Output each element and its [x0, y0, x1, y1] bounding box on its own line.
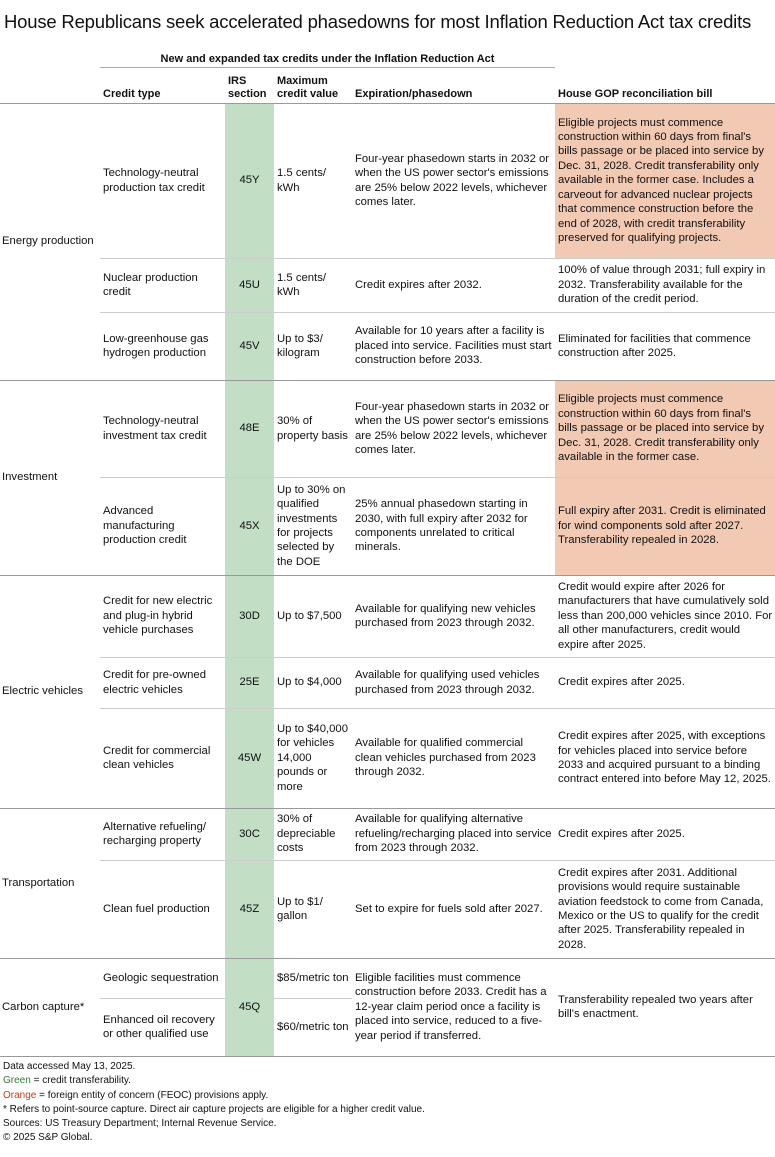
max-credit-value: 30% of depreciable costs [274, 808, 352, 861]
table-row: Electric vehicles Credit for new electric… [0, 575, 775, 809]
table-row: Low-greenhouse gas hydrogen production 45… [0, 312, 775, 381]
group-label: Investment [0, 380, 100, 576]
header-gop-bill: House GOP reconciliation bill [555, 71, 775, 104]
table-row: Carbon capture* Geologic sequestration 45Q… [0, 958, 775, 1057]
gop-bill: Transferability repealed two years after… [555, 958, 775, 1057]
max-credit-value: 30% of property basis [274, 380, 352, 478]
gop-bill: Eliminated for facilities that commence … [555, 312, 775, 381]
footnotes: Data accessed May 13, 2025. Green = cred… [3, 1060, 425, 1146]
header-credit-type: Credit type [100, 71, 225, 104]
max-credit-value: Up to $3/ kilogram [274, 312, 352, 381]
expiration: Set to expire for fuels sold after 2027. [352, 860, 555, 959]
legend-orange-text: = foreign entity of concern (FEOC) provi… [36, 1089, 269, 1101]
table-row: Enhanced oil recovery or other qualified… [0, 998, 775, 1057]
header-max-value: Maximum credit value [274, 71, 352, 104]
table-row: Nuclear production credit 45U 1.5 cents/ k… [0, 258, 775, 313]
tax-credits-table: Credit type IRS section Maximum credit v… [0, 71, 775, 1057]
group-label: Electric vehicles [0, 575, 100, 809]
table-row: Advanced manufacturing production credit… [0, 477, 775, 576]
max-credit-value: Up to $7,500 [274, 575, 352, 658]
credit-type: Clean fuel production [100, 860, 225, 959]
credit-type: Technology-neutral investment tax credit [100, 380, 225, 478]
max-credit-value: Up to $4,000 [274, 657, 352, 709]
credit-type: Nuclear production credit [100, 258, 225, 313]
gop-bill: Credit expires after 2025. [555, 808, 775, 861]
expiration: Four-year phasedown starts in 2032 or wh… [352, 103, 555, 259]
header-row: Credit type IRS section Maximum credit v… [0, 71, 775, 104]
header-group [0, 71, 100, 104]
legend-orange: Orange [3, 1089, 37, 1101]
expiration: Available for qualified commercial clean… [352, 708, 555, 809]
expiration: Available for qualifying used vehicles p… [352, 657, 555, 709]
irs-section: 45Z [225, 860, 274, 959]
header-irs-section: IRS section [225, 71, 274, 104]
expiration: Available for 10 years after a facility … [352, 312, 555, 381]
gop-bill: Credit would expire after 2026 for manuf… [555, 575, 775, 658]
footnote-copyright: © 2025 S&P Global. [3, 1132, 93, 1144]
expiration: 25% annual phasedown starting in 2030, w… [352, 477, 555, 576]
group-label: Carbon capture* [0, 958, 100, 1057]
credit-type: Advanced manufacturing production credit [100, 477, 225, 576]
expiration: Available for qualifying new vehicles pu… [352, 575, 555, 658]
table-row: Credit for commercial clean vehicles 45W U… [0, 708, 775, 809]
gop-bill: Credit expires after 2025, with exceptio… [555, 708, 775, 809]
gop-bill: Full expiry after 2031. Credit is elimin… [555, 477, 775, 576]
table-supheader: New and expanded tax credits under the I… [100, 53, 555, 68]
irs-section: 48E [225, 380, 274, 478]
max-credit-value: Up to $1/ gallon [274, 860, 352, 959]
credit-type: Low-greenhouse gas hydrogen production [100, 312, 225, 381]
irs-section: 45X [225, 477, 274, 576]
expiration: Available for qualifying alternative ref… [352, 808, 555, 861]
gop-bill: Credit expires after 2025. [555, 657, 775, 709]
irs-section: 45Q [225, 958, 274, 1057]
gop-bill: Credit expires after 2031. Additional pr… [555, 860, 775, 959]
irs-section: 25E [225, 657, 274, 709]
table-row: Transportation Alternative refueling/ rec… [0, 808, 775, 959]
group-label: Transportation [0, 808, 100, 959]
table-row: Credit for pre-owned electric vehicles 25… [0, 657, 775, 709]
expiration: Eligible facilities must commence constr… [352, 958, 555, 1057]
max-credit-value: Up to 30% on qualified investments for p… [274, 477, 352, 576]
expiration: Credit expires after 2032. [352, 258, 555, 313]
credit-type: Credit for new electric and plug-in hybr… [100, 575, 225, 658]
footnote-accessed: Data accessed May 13, 2025. [3, 1061, 136, 1072]
credit-type: Technology-neutral production tax credit [100, 103, 225, 259]
footnote-sources: Sources: US Treasury Department; Interna… [3, 1118, 277, 1130]
max-credit-value: $60/metric ton [274, 998, 352, 1057]
max-credit-value: 1.5 cents/ kWh [274, 103, 352, 259]
credit-type: Geologic sequestration [100, 958, 225, 999]
table-row: Energy production Technology-neutral prod… [0, 103, 775, 381]
irs-section: 45Y [225, 103, 274, 259]
footnote-asterisk: * Refers to point-source capture. Direct… [3, 1103, 425, 1115]
group-label: Energy production [0, 103, 100, 381]
footnote-green: Green = credit transferability. [3, 1074, 425, 1088]
irs-section: 30D [225, 575, 274, 658]
max-credit-value: $85/metric ton [274, 958, 352, 999]
irs-section: 45U [225, 258, 274, 313]
irs-section: 45W [225, 708, 274, 809]
irs-section: 45V [225, 312, 274, 381]
legend-green: Green [3, 1075, 31, 1087]
footnote-orange: Orange = foreign entity of concern (FEOC… [3, 1089, 425, 1103]
page-title: House Republicans seek accelerated phase… [4, 11, 752, 32]
max-credit-value: Up to $40,000 for vehicles 14,000 pounds… [274, 708, 352, 809]
max-credit-value: 1.5 cents/ kWh [274, 258, 352, 313]
credit-type: Credit for pre-owned electric vehicles [100, 657, 225, 709]
irs-section: 30C [225, 808, 274, 861]
credit-type: Alternative refueling/ recharging proper… [100, 808, 225, 861]
header-expiration: Expiration/phasedown [352, 71, 555, 104]
gop-bill: Eligible projects must commence construc… [555, 103, 775, 259]
credit-type: Credit for commercial clean vehicles [100, 708, 225, 809]
credit-type: Enhanced oil recovery or other qualified… [100, 998, 225, 1057]
gop-bill: 100% of value through 2031; full expiry … [555, 258, 775, 313]
gop-bill: Eligible projects must commence construc… [555, 380, 775, 478]
legend-green-text: = credit transferability. [30, 1075, 131, 1087]
table-row: Investment Technology-neutral investment … [0, 380, 775, 576]
table-row: Clean fuel production 45Z Up to $1/ gallon… [0, 860, 775, 959]
expiration: Four-year phasedown starts in 2032 or wh… [352, 380, 555, 478]
